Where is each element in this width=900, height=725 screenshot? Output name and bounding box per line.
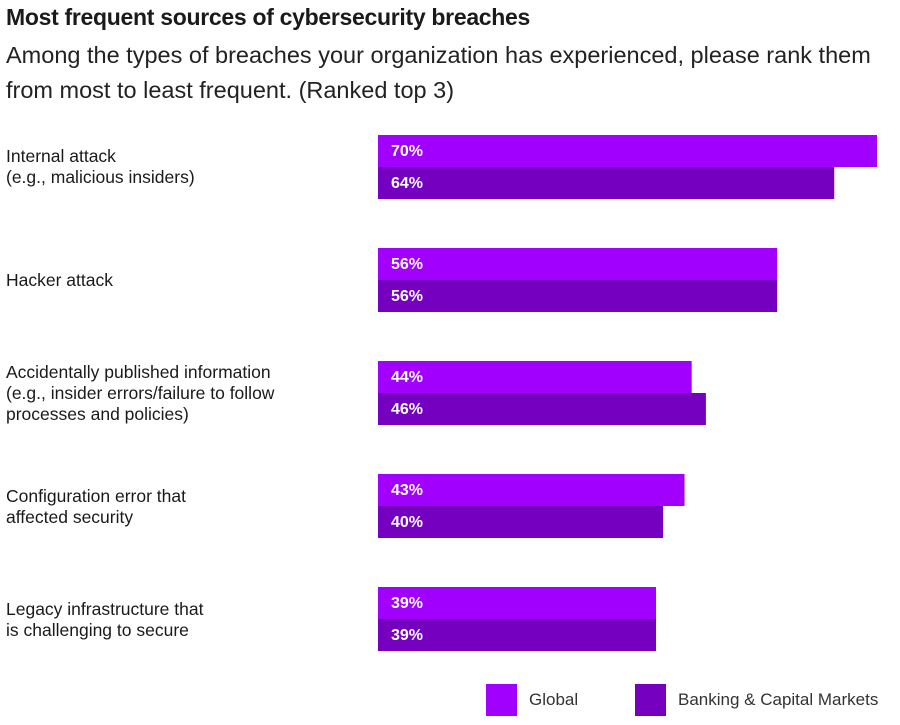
category-label-line: Hacker attack	[6, 270, 113, 290]
bar-global	[378, 361, 692, 393]
data-label: 39%	[391, 595, 423, 612]
bar-global	[378, 587, 657, 619]
bar-global	[378, 248, 778, 280]
data-label: 40%	[391, 514, 423, 531]
category-label: Legacy infrastructure that is challenging…	[6, 599, 204, 640]
data-label: 46%	[391, 401, 423, 418]
legend-label-global: Global	[529, 690, 579, 709]
category-label: Accidentally published information (e.g.,…	[6, 362, 275, 424]
data-label: 44%	[391, 369, 423, 386]
legend-swatch-global	[486, 684, 517, 716]
category-label: Hacker attack	[6, 270, 113, 290]
category-label-line: (e.g., malicious insiders)	[6, 167, 195, 187]
chart-legend: Global Banking & Capital Markets	[0, 684, 900, 720]
bar-chart: Internal attack (e.g., malicious insiders…	[6, 135, 877, 651]
bar-banking	[378, 280, 778, 312]
data-label: 56%	[391, 256, 423, 273]
category-label: Configuration error that affected securit…	[6, 486, 186, 527]
category-label-line: affected security	[6, 507, 133, 527]
legend-item-global: Global	[486, 684, 578, 716]
category-label-line: Accidentally published information	[6, 362, 271, 382]
chart-title: Most frequent sources of cybersecurity b…	[6, 4, 531, 30]
category-label-line: Configuration error that	[6, 486, 186, 506]
chart-subtitle: Among the types of breaches your organiz…	[6, 42, 871, 103]
bar-global	[378, 474, 685, 506]
category-label-line: Legacy infrastructure that	[6, 599, 204, 619]
legend-swatch-banking	[635, 684, 666, 716]
bar-banking	[378, 167, 835, 199]
bar-banking	[378, 393, 706, 425]
data-label: 39%	[391, 627, 423, 644]
category-label-line: Internal attack	[6, 146, 116, 166]
bar-global	[378, 135, 877, 167]
bar-banking	[378, 619, 657, 651]
data-label: 43%	[391, 482, 423, 499]
category-label-line: (e.g., insider errors/failure to follow	[6, 383, 275, 403]
legend-item-banking: Banking & Capital Markets	[635, 684, 878, 716]
legend-label-banking: Banking & Capital Markets	[678, 690, 879, 709]
category-label: Internal attack (e.g., malicious insiders…	[6, 146, 195, 187]
data-label: 70%	[391, 143, 423, 160]
data-label: 56%	[391, 288, 423, 305]
data-label: 64%	[391, 175, 423, 192]
category-label-line: processes and policies)	[6, 404, 189, 424]
bar-banking	[378, 506, 664, 538]
category-label-line: is challenging to secure	[6, 620, 189, 640]
